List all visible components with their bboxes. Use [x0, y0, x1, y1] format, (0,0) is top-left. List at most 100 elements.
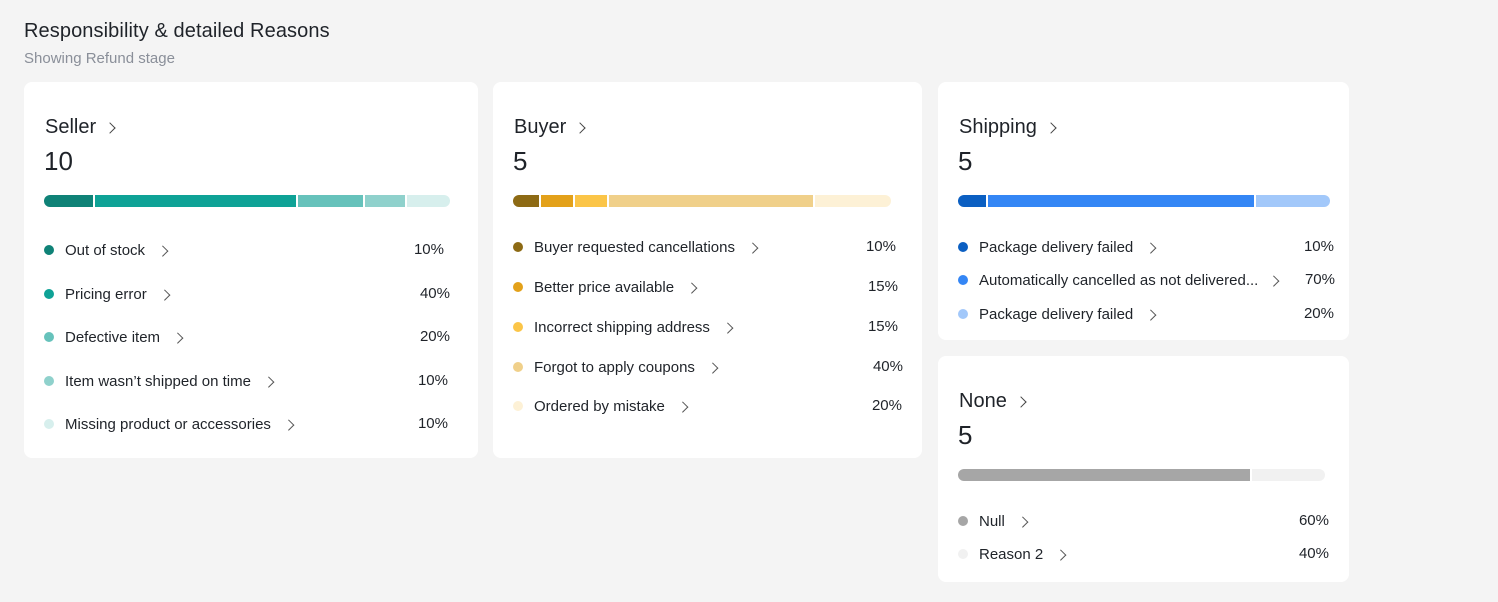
bar-segment	[44, 195, 95, 207]
buyer-count: 5	[513, 146, 528, 176]
reason-label: Buyer requested cancellations	[534, 238, 735, 256]
seller-title: Seller	[45, 116, 97, 138]
bar-segment	[958, 469, 1252, 481]
seller-count: 10	[44, 146, 73, 176]
chevron-right-icon	[1145, 309, 1157, 320]
none-reason-2[interactable]: Reason 2	[958, 543, 1067, 565]
buyer-reason-requested-cancellations[interactable]: Buyer requested cancellations	[513, 236, 759, 258]
legend-dot	[513, 362, 523, 372]
bar-segment	[513, 195, 542, 207]
none-reason-null[interactable]: Null	[958, 510, 1028, 532]
legend-dot	[958, 549, 968, 559]
reason-label: Item wasn’t shipped on time	[65, 372, 251, 390]
seller-title-link[interactable]: Seller	[45, 116, 116, 139]
none-card: None 5 Null 60% Reason 2 40%	[938, 356, 1349, 582]
buyer-reason-better-price[interactable]: Better price available	[513, 276, 698, 298]
seller-reason-pricing-error[interactable]: Pricing error	[44, 283, 170, 305]
reason-label: Forgot to apply coupons	[534, 358, 695, 376]
bar-segment	[297, 195, 365, 207]
none-stacked-bar	[958, 469, 1325, 481]
legend-dot	[44, 332, 54, 342]
legend-dot	[513, 282, 523, 292]
buyer-reason-incorrect-address[interactable]: Incorrect shipping address	[513, 316, 733, 338]
chevron-right-icon	[1017, 516, 1028, 527]
reason-label: Better price available	[534, 278, 675, 296]
seller-reason-not-shipped-on-time[interactable]: Item wasn’t shipped on time	[44, 370, 274, 392]
reason-percent: 15%	[867, 318, 898, 335]
seller-reason-out-of-stock[interactable]: Out of stock	[44, 239, 169, 261]
buyer-title: Buyer	[514, 116, 567, 138]
buyer-reason-ordered-by-mistake[interactable]: Ordered by mistake	[513, 395, 688, 417]
legend-dot	[513, 322, 523, 332]
legend-dot	[44, 376, 54, 386]
legend-dot	[958, 516, 968, 526]
chevron-right-icon	[747, 242, 759, 253]
reason-percent: 10%	[1303, 238, 1334, 255]
chevron-right-icon	[707, 362, 718, 373]
reason-percent: 10%	[417, 415, 448, 432]
reason-percent: 20%	[1303, 305, 1334, 322]
reason-percent: 40%	[1298, 545, 1329, 562]
legend-dot	[513, 242, 523, 252]
page-title: Responsibility & detailed Reasons	[24, 20, 330, 42]
reason-percent: 20%	[419, 328, 450, 345]
chevron-right-icon	[172, 332, 184, 343]
shipping-card: Shipping 5 Package delivery failed 10% A…	[938, 82, 1349, 340]
bar-segment	[958, 195, 988, 207]
reason-percent: 40%	[419, 285, 450, 302]
buyer-stacked-bar	[513, 195, 891, 207]
shipping-count: 5	[958, 146, 973, 176]
buyer-card: Buyer 5 Buyer requested cancellations 10…	[493, 82, 922, 458]
bar-segment	[815, 195, 891, 207]
reason-percent: 15%	[867, 278, 898, 295]
bar-segment	[987, 195, 1256, 207]
reason-label: Package delivery failed	[979, 305, 1134, 323]
reason-percent: 70%	[1304, 271, 1335, 288]
none-title: None	[959, 390, 1007, 412]
chevron-right-icon	[159, 289, 170, 300]
none-count: 5	[958, 420, 973, 450]
chevron-right-icon	[104, 122, 116, 134]
none-title-link[interactable]: None	[959, 390, 1027, 413]
legend-dot	[958, 275, 968, 285]
reason-label: Pricing error	[65, 285, 147, 303]
bar-segment	[94, 195, 298, 207]
legend-dot	[44, 289, 54, 299]
shipping-reason-delivery-failed-2[interactable]: Package delivery failed	[958, 303, 1157, 325]
chevron-right-icon	[686, 282, 698, 293]
seller-reason-defective-item[interactable]: Defective item	[44, 326, 184, 348]
bar-segment	[1255, 195, 1330, 207]
reason-percent: 10%	[865, 238, 896, 255]
bar-segment	[609, 195, 816, 207]
shipping-stacked-bar	[958, 195, 1330, 207]
reason-label: Reason 2	[979, 545, 1044, 563]
chevron-right-icon	[1015, 396, 1027, 408]
page-subtitle: Showing Refund stage	[24, 50, 175, 67]
legend-dot	[958, 242, 968, 252]
chevron-right-icon	[1045, 122, 1057, 134]
reason-label: Automatically cancelled as not delivered…	[979, 271, 1259, 289]
chevron-right-icon	[1055, 549, 1067, 560]
buyer-reason-forgot-coupons[interactable]: Forgot to apply coupons	[513, 356, 718, 378]
shipping-title: Shipping	[959, 116, 1037, 138]
reason-percent: 10%	[413, 241, 444, 258]
seller-reason-missing-product[interactable]: Missing product or accessories	[44, 413, 294, 435]
buyer-title-link[interactable]: Buyer	[514, 116, 586, 139]
reason-label: Ordered by mistake	[534, 397, 665, 415]
reason-percent: 20%	[871, 397, 902, 414]
reason-label: Defective item	[65, 328, 161, 346]
legend-dot	[44, 419, 54, 429]
bar-segment	[575, 195, 610, 207]
legend-dot	[513, 401, 523, 411]
shipping-reason-delivery-failed[interactable]: Package delivery failed	[958, 236, 1157, 258]
reason-label: Null	[979, 512, 1005, 530]
reason-label: Package delivery failed	[979, 238, 1134, 256]
reason-label: Out of stock	[65, 241, 146, 259]
shipping-title-link[interactable]: Shipping	[959, 116, 1057, 139]
reason-label: Missing product or accessories	[65, 415, 271, 433]
seller-stacked-bar	[44, 195, 450, 207]
shipping-reason-auto-cancelled[interactable]: Automatically cancelled as not delivered…	[958, 269, 1280, 291]
legend-dot	[958, 309, 968, 319]
chevron-right-icon	[157, 245, 169, 256]
chevron-right-icon	[574, 122, 586, 134]
